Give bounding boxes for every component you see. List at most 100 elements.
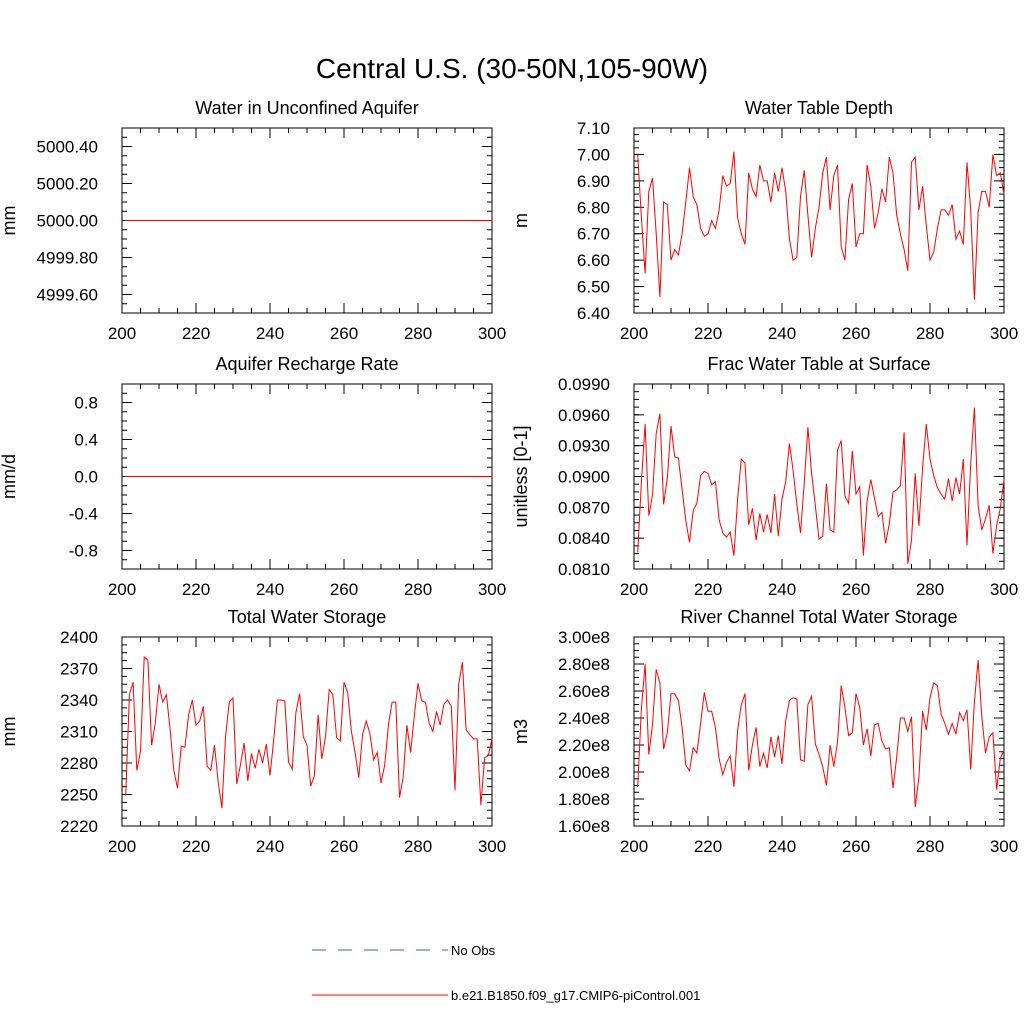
panel-6-ytick-label: 2.40e8	[558, 709, 610, 728]
panel-6-frame	[633, 636, 1005, 827]
panel-4-series-line	[637, 407, 1005, 564]
panel-6-xtick-label: 300	[990, 837, 1018, 856]
panel-6-xtick-label: 280	[916, 837, 944, 856]
panel-2-ytick-label: 6.50	[577, 278, 610, 297]
panel-5-xtick-label: 280	[404, 837, 432, 856]
panel-4-ytick-label: 0.0810	[558, 560, 610, 579]
panel-2-ylabel: m	[511, 213, 531, 228]
panel-1-xtick-label: 200	[108, 324, 136, 343]
panel-5-ytick-label: 2370	[60, 660, 98, 679]
panel-1-xtick-label: 220	[182, 324, 210, 343]
panel-2-ytick-label: 6.60	[577, 251, 610, 270]
legend-item-obs: No Obs	[312, 943, 496, 958]
panel-1-title: Water in Unconfined Aquifer	[195, 98, 418, 118]
panel-5-ylabel: mm	[0, 717, 19, 747]
panel-3-ytick-label: -0.8	[69, 542, 98, 561]
panel-5-xtick-label: 260	[330, 837, 358, 856]
panel-4-title: Frac Water Table at Surface	[707, 354, 930, 374]
panel-6: River Channel Total Water Storage m3 200 22…	[511, 607, 1018, 856]
panel-3-xtick-label: 280	[404, 580, 432, 599]
panel-1-xtick-label: 260	[330, 324, 358, 343]
panel-6-ytick-label: 2.20e8	[558, 736, 610, 755]
panel-3-xtick-label: 200	[108, 580, 136, 599]
panel-2-ytick-label: 6.70	[577, 225, 610, 244]
panel-1-xtick-label: 300	[478, 324, 506, 343]
panel-3-ytick-label: 0.0	[74, 468, 98, 487]
panel-4-ytick-label: 0.0990	[558, 375, 610, 394]
panel-3-ytick-label: 0.8	[74, 394, 98, 413]
panel-2-title: Water Table Depth	[745, 98, 893, 118]
panel-5-ytick-label: 2310	[60, 723, 98, 742]
panel-5-title: Total Water Storage	[228, 607, 386, 627]
panel-4-ytick-label: 0.0960	[558, 406, 610, 425]
panel-1-xtick-label: 280	[404, 324, 432, 343]
panel-4-xtick-label: 260	[842, 580, 870, 599]
panel-6-ylabel: m3	[511, 719, 531, 744]
panel-5-ytick-label: 2340	[60, 691, 98, 710]
panel-5: Total Water Storage mm 200 220 240 260 280 300 2…	[0, 607, 506, 856]
figure-title: Central U.S. (30-50N,105-90W)	[316, 53, 708, 84]
panel-6-ytick-label: 2.60e8	[558, 682, 610, 701]
panel-4-ytick-label: 0.0840	[558, 529, 610, 548]
panel-6-xtick-label: 200	[620, 837, 648, 856]
panel-6-series-line	[637, 659, 1005, 808]
panel-3-ylabel: mm/d	[0, 454, 19, 499]
panel-6-ytick-label: 3.00e8	[558, 628, 610, 647]
panel-5-ytick-label: 2250	[60, 786, 98, 805]
panel-6-xtick-label: 240	[768, 837, 796, 856]
panel-1-ytick-label: 5000.00	[37, 212, 98, 231]
panel-6-ytick-label: 1.60e8	[558, 817, 610, 836]
panel-4-xtick-label: 200	[620, 580, 648, 599]
panel-5-xtick-label: 200	[108, 837, 136, 856]
panel-2-xtick-label: 240	[768, 324, 796, 343]
panel-5-series-line	[125, 655, 493, 809]
panel-4-ytick-label: 0.0930	[558, 437, 610, 456]
panel-6-ytick-label: 2.80e8	[558, 655, 610, 674]
panel-6-xtick-label: 260	[842, 837, 870, 856]
panel-2-frame	[633, 127, 1005, 314]
panel-6-title: River Channel Total Water Storage	[680, 607, 957, 627]
panel-4-xtick-label: 240	[768, 580, 796, 599]
panel-1-ylabel: mm	[0, 206, 19, 236]
panel-4: Frac Water Table at Surface unitless [0-1…	[511, 354, 1018, 599]
panel-1-ytick-label: 5000.40	[37, 138, 98, 157]
legend-item-model: b.e21.B1850.f09_g17.CMIP6-piControl.001	[312, 988, 700, 1003]
panel-2-ytick-label: 6.90	[577, 172, 610, 191]
panel-4-ytick-label: 0.0870	[558, 498, 610, 517]
legend: No Obs b.e21.B1850.f09_g17.CMIP6-piContr…	[312, 943, 700, 1003]
panel-4-ytick-label: 0.0900	[558, 468, 610, 487]
panel-4-xtick-label: 300	[990, 580, 1018, 599]
panel-3: Aquifer Recharge Rate mm/d 200 220 240 260 280…	[0, 354, 506, 599]
panel-5-xtick-label: 300	[478, 837, 506, 856]
panel-3-xtick-label: 300	[478, 580, 506, 599]
panel-3-title: Aquifer Recharge Rate	[215, 354, 398, 374]
panel-5-ytick-label: 2280	[60, 754, 98, 773]
panel-5-frame	[121, 636, 493, 827]
panel-5-xtick-label: 240	[256, 837, 284, 856]
panel-3-ytick-label: -0.4	[69, 505, 98, 524]
legend-label-model: b.e21.B1850.f09_g17.CMIP6-piControl.001	[451, 988, 700, 1003]
panel-1-ytick-label: 4999.60	[37, 286, 98, 305]
panel-2: Water Table Depth m 200 220 240 260 280 300 6.40…	[511, 98, 1018, 343]
panel-6-ytick-label: 2.00e8	[558, 763, 610, 782]
legend-label-obs: No Obs	[451, 943, 496, 958]
panel-4-xtick-label: 280	[916, 580, 944, 599]
panel-2-xtick-label: 260	[842, 324, 870, 343]
panel-2-xtick-label: 220	[694, 324, 722, 343]
panel-3-xtick-label: 240	[256, 580, 284, 599]
panel-4-xtick-label: 220	[694, 580, 722, 599]
panel-1-xtick-label: 240	[256, 324, 284, 343]
panel-3-ytick-label: 0.4	[74, 431, 98, 450]
panel-2-ytick-label: 6.40	[577, 304, 610, 323]
panel-3-xtick-label: 260	[330, 580, 358, 599]
panel-2-xtick-label: 280	[916, 324, 944, 343]
panel-3-xtick-label: 220	[182, 580, 210, 599]
panel-2-ytick-label: 7.10	[577, 119, 610, 138]
panel-2-xtick-label: 300	[990, 324, 1018, 343]
panel-6-ytick-label: 1.80e8	[558, 790, 610, 809]
panel-6-xtick-label: 220	[694, 837, 722, 856]
panel-1-ytick-label: 4999.80	[37, 249, 98, 268]
panel-4-ylabel: unitless [0-1]	[511, 425, 531, 527]
panel-2-ytick-label: 7.00	[577, 145, 610, 164]
